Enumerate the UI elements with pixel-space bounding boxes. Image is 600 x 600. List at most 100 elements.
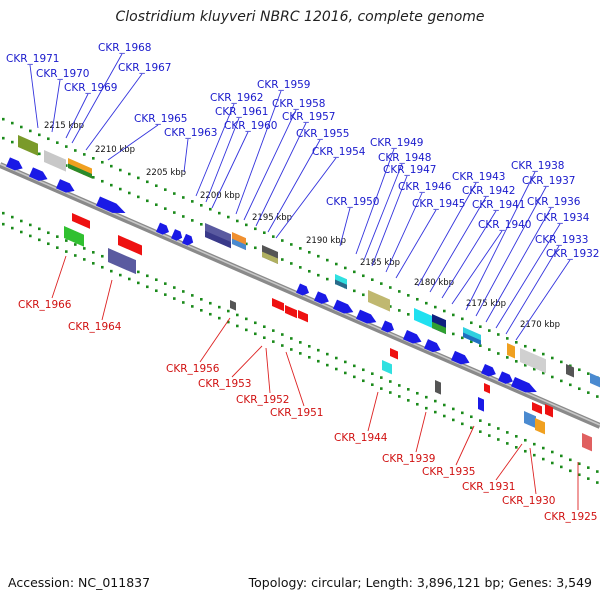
track-dot (344, 360, 347, 364)
reverse-gene-label: CKR_1953 (198, 378, 251, 390)
track-dot (65, 145, 68, 148)
gene-box (272, 298, 284, 312)
gene-box (335, 274, 347, 290)
track-dot (443, 414, 446, 418)
track-dot (362, 379, 365, 383)
kbp-tick-label: 2195 kbp (252, 213, 292, 223)
track-dot (362, 368, 365, 372)
top-label-connector (205, 117, 240, 203)
top-label-connector (65, 93, 89, 139)
track-dot (11, 226, 14, 230)
track-dot (299, 352, 302, 355)
top-label-connector (71, 53, 123, 144)
track-dot (416, 402, 419, 406)
forward-gene-label: CKR_1938 (511, 160, 564, 172)
track-dot (92, 251, 95, 254)
forward-gene-label: CKR_1936 (527, 196, 581, 208)
track-dot (227, 309, 230, 313)
gene-box (382, 360, 392, 375)
bottom-label-connector (285, 351, 305, 407)
track-dot (506, 356, 509, 359)
track-dot (146, 274, 149, 278)
gene-arrow (182, 233, 194, 246)
track-dot (317, 359, 320, 363)
track-dot (128, 277, 131, 281)
genome-backbone (0, 162, 600, 429)
bottom-label-connector (455, 425, 475, 466)
reverse-gene-label: CKR_1939 (382, 453, 435, 465)
forward-gene-label: CKR_1934 (536, 212, 590, 224)
track-dot (551, 356, 554, 360)
top-label-connector (385, 192, 423, 273)
track-dot (101, 265, 104, 269)
track-dot (92, 176, 95, 179)
track-dot (344, 266, 347, 270)
track-dot (335, 356, 338, 360)
track-dot (578, 368, 581, 372)
track-dot (506, 442, 509, 445)
track-dot (461, 422, 464, 426)
track-dot (371, 372, 374, 375)
top-label-connector (495, 223, 561, 329)
reverse-gene-label: CKR_1930 (502, 495, 555, 507)
track-dot (461, 317, 464, 321)
track-dot (110, 183, 113, 187)
track-dot (524, 449, 527, 453)
track-dot (353, 270, 356, 274)
track-dot (173, 297, 176, 300)
reverse-gene-label: CKR_1966 (18, 299, 72, 311)
track-dot (47, 231, 50, 235)
track-dot (389, 391, 392, 394)
track-dot (227, 215, 230, 219)
reverse-gene-label: CKR_1964 (68, 321, 122, 333)
track-dot (227, 320, 230, 324)
gene-arrow (481, 363, 496, 377)
track-dot (164, 207, 167, 210)
track-dot (101, 160, 104, 164)
track-dot (182, 215, 185, 218)
track-dot (191, 305, 194, 308)
forward-gene-label: CKR_1961 (215, 106, 268, 118)
track-dot (281, 333, 284, 336)
track-dot (110, 164, 113, 168)
gene-arrow (296, 283, 310, 296)
gene-arrow (381, 320, 395, 333)
track-dot (470, 321, 473, 325)
track-dot (263, 231, 266, 235)
forward-gene-label: CKR_1949 (370, 137, 423, 149)
track-dot (164, 293, 167, 296)
track-dot (236, 313, 239, 317)
gene-box (532, 402, 542, 415)
kbp-tick-label: 2180 kbp (414, 278, 454, 288)
track-dot (146, 199, 149, 203)
track-dot (587, 391, 590, 394)
top-label-connector (107, 124, 159, 161)
track-dot (2, 211, 5, 215)
track-dot (245, 223, 248, 227)
track-dot (38, 133, 41, 137)
bottom-label-connector (367, 391, 379, 432)
track-dot (128, 172, 131, 176)
track-dot (389, 305, 392, 308)
track-dot (596, 395, 599, 398)
track-dot (488, 434, 491, 437)
track-dot (263, 336, 266, 340)
track-dot (56, 235, 59, 238)
bottom-label-connector (265, 347, 271, 394)
forward-gene-label: CKR_1947 (383, 164, 436, 176)
top-label-connector (417, 182, 477, 287)
track-dot (56, 141, 59, 144)
track-dot (443, 403, 446, 407)
kbp-tick-label: 2170 kbp (520, 320, 560, 330)
track-dot (470, 426, 473, 430)
track-dot (515, 360, 518, 363)
track-dot (173, 286, 176, 289)
top-label-connector (255, 122, 307, 227)
track-dot (551, 375, 554, 379)
forward-gene-label: CKR_1968 (98, 42, 151, 54)
bottom-label-connector (51, 255, 67, 299)
track-dot (191, 294, 194, 297)
track-dot (515, 341, 518, 344)
track-dot (551, 450, 554, 454)
track-dot (2, 117, 5, 121)
